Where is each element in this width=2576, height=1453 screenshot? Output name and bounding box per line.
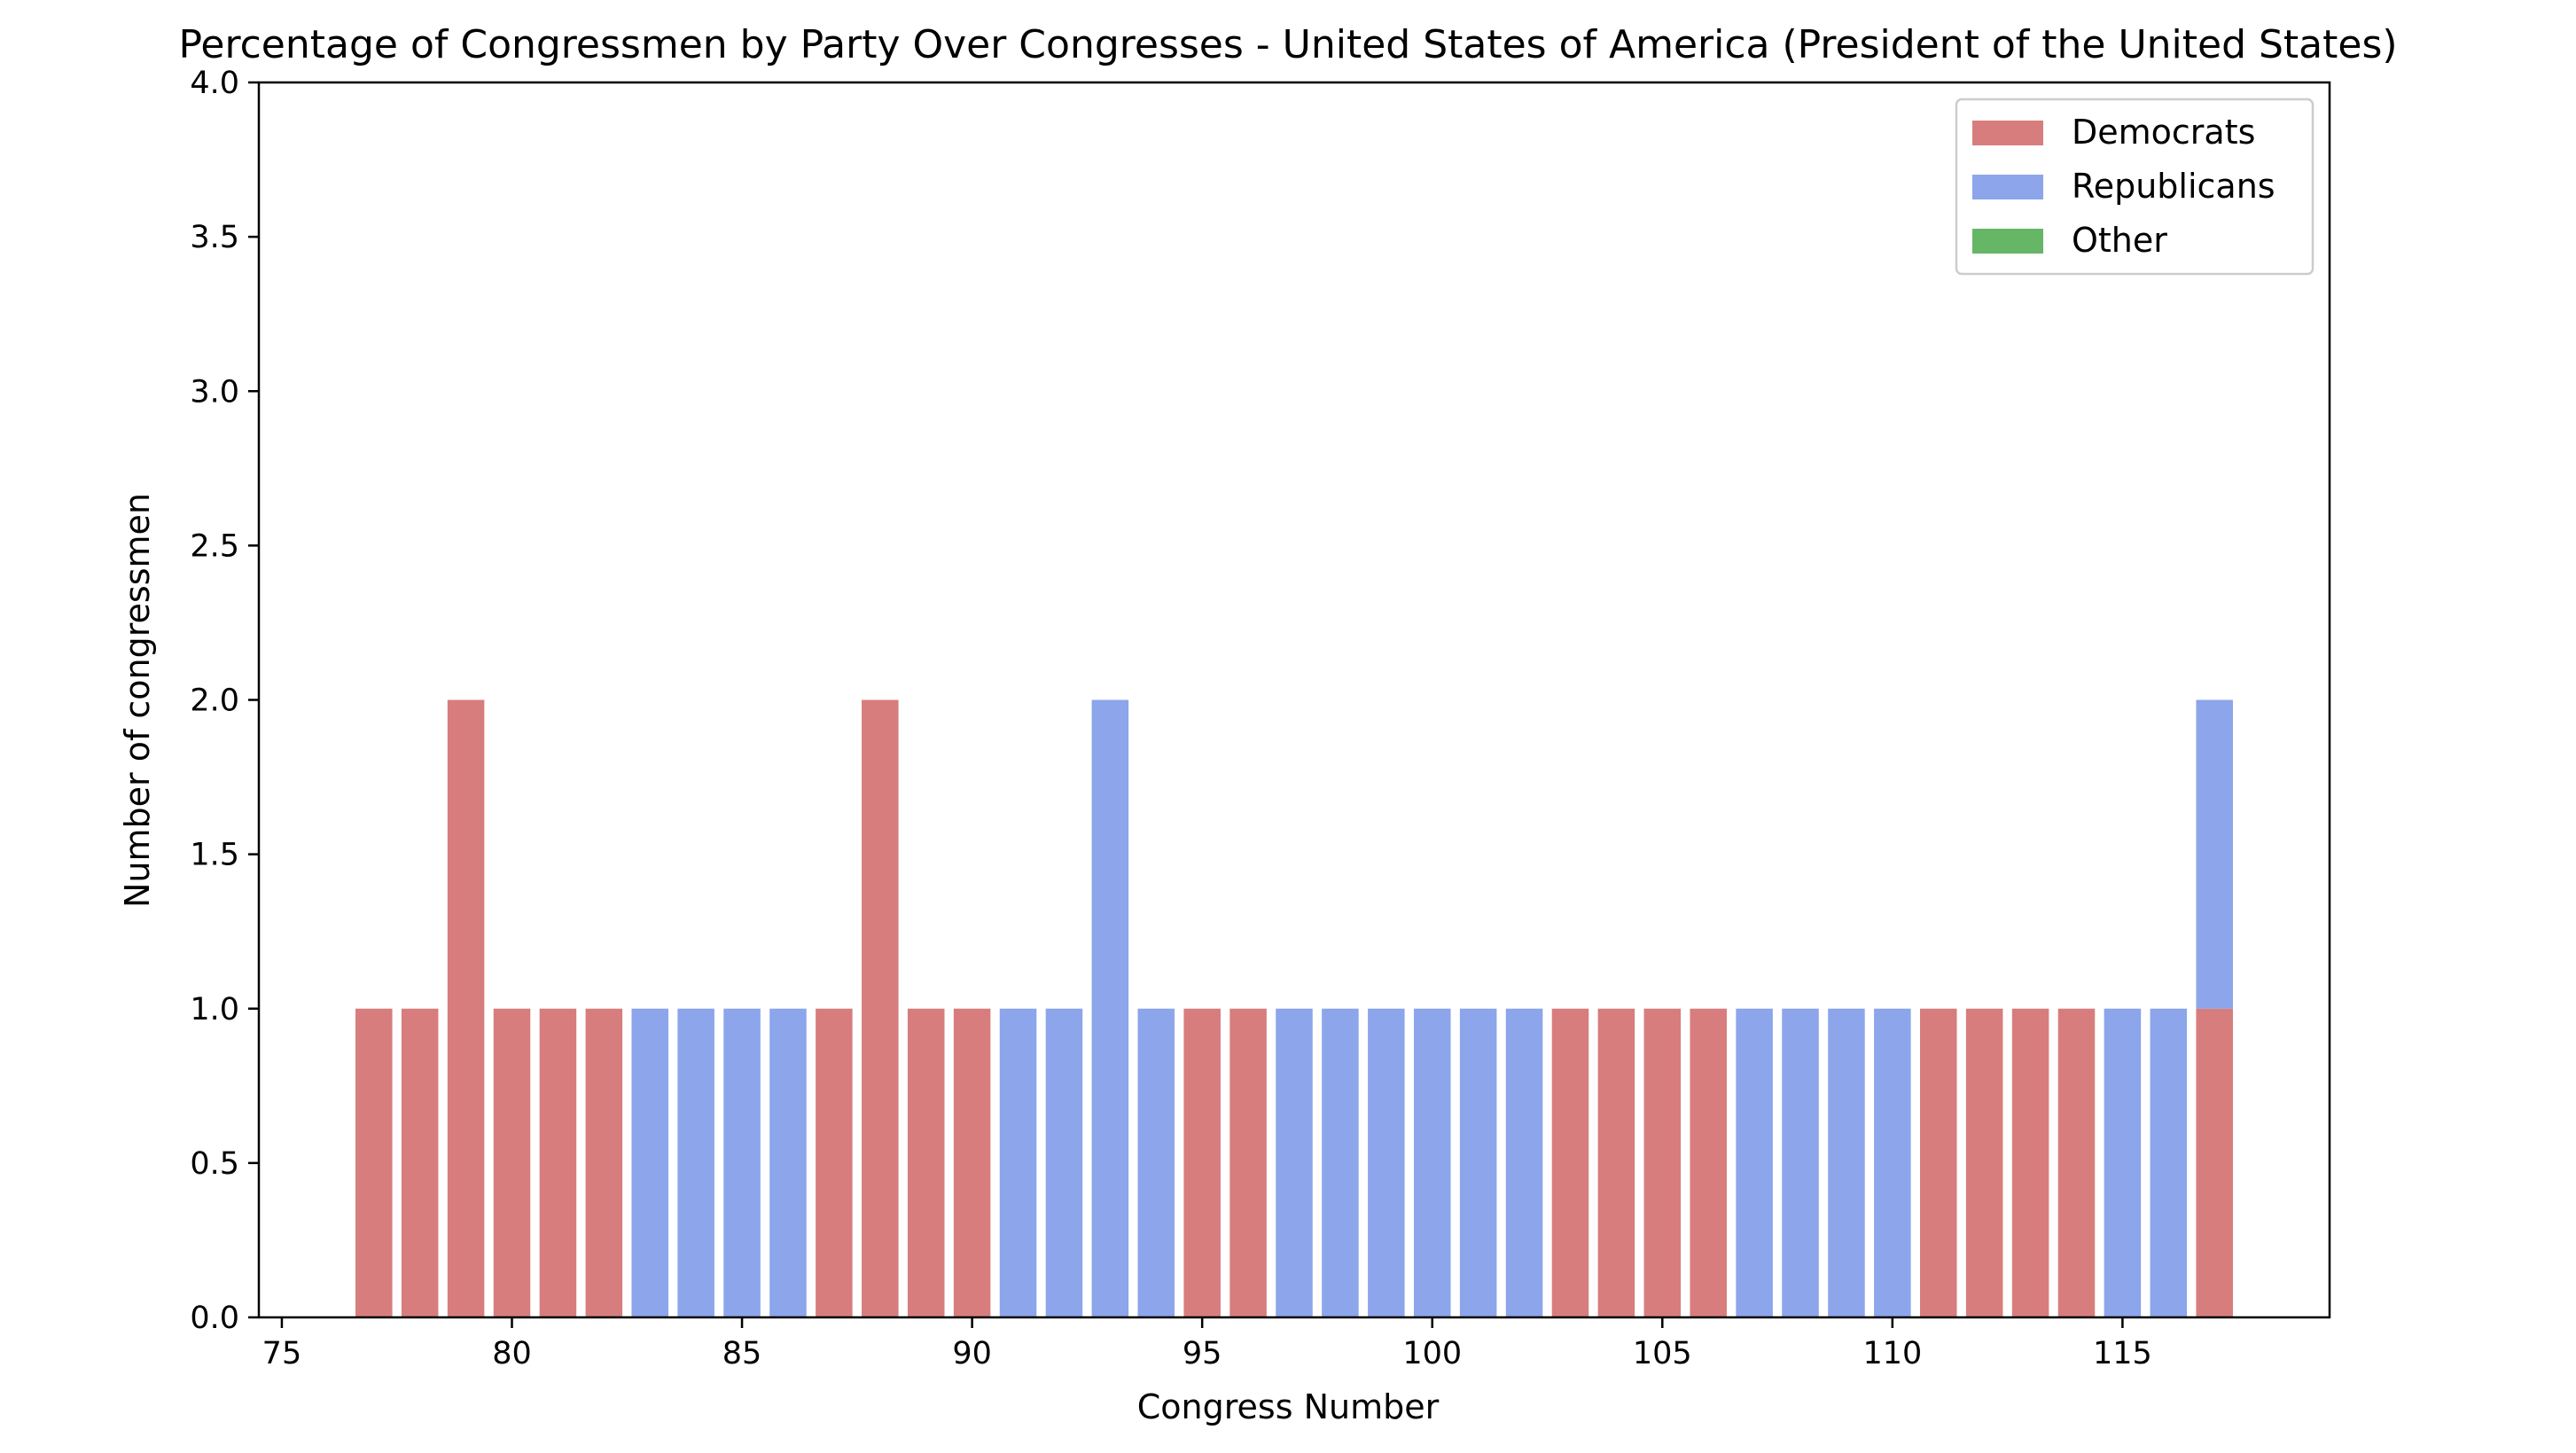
bar-democrats-96 xyxy=(1229,1008,1267,1317)
bar-republicans-101 xyxy=(1459,1008,1497,1317)
bar-republicans-110 xyxy=(1874,1008,1911,1317)
bar-republicans-109 xyxy=(1828,1008,1865,1317)
bar-republicans-84 xyxy=(677,1008,714,1317)
axes-layer: 75 80 85 90 95 100 105 110 115 0.0 0.5 1.0 1.5 2.0 2.5… xyxy=(190,66,2331,1371)
legend-label-other: Other xyxy=(2072,221,2167,260)
bar-republicans-93 xyxy=(1091,699,1129,1317)
bar-democrats-111 xyxy=(1919,1008,1957,1317)
x-tick-label-95: 95 xyxy=(1183,1336,1222,1371)
bar-democrats-104 xyxy=(1597,1008,1635,1317)
x-axis-label: Congress Number xyxy=(1137,1387,1440,1426)
y-tick-label-7: 3.5 xyxy=(190,220,239,255)
bar-republicans-116 xyxy=(2150,1008,2188,1317)
bar-democrats-87 xyxy=(816,1008,853,1317)
bar-republicans-92 xyxy=(1045,1008,1083,1317)
y-tick-label-6: 3.0 xyxy=(190,374,239,410)
bar-democrats-78 xyxy=(401,1008,439,1317)
legend-label-democrats: Democrats xyxy=(2072,113,2255,152)
x-tick-label-80: 80 xyxy=(492,1336,532,1371)
x-tick-label-85: 85 xyxy=(722,1336,762,1371)
bar-republicans-97 xyxy=(1276,1008,1313,1317)
y-tick-label-4: 2.0 xyxy=(190,684,239,719)
bar-democrats-88 xyxy=(862,699,899,1317)
y-tick-label-8: 4.0 xyxy=(190,66,239,101)
bar-republicans-98 xyxy=(1322,1008,1359,1317)
bar-democrats-117 xyxy=(2196,1008,2233,1317)
bar-republicans-86 xyxy=(769,1008,807,1317)
bar-republicans-94 xyxy=(1137,1008,1175,1317)
y-tick-label-0: 0.0 xyxy=(190,1301,239,1336)
bar-democrats-81 xyxy=(539,1008,577,1317)
bar-democrats-79 xyxy=(447,699,485,1317)
bar-democrats-77 xyxy=(355,1008,393,1317)
bar-republicans-117 xyxy=(2196,699,2233,1009)
x-tick-label-110: 110 xyxy=(1862,1336,1922,1371)
bar-republicans-102 xyxy=(1505,1008,1543,1317)
y-axis-label: Number of congressmen xyxy=(118,493,157,908)
x-tick-label-115: 115 xyxy=(2093,1336,2152,1371)
bar-republicans-85 xyxy=(723,1008,761,1317)
bar-democrats-106 xyxy=(1690,1008,1727,1317)
bar-republicans-83 xyxy=(631,1008,669,1317)
chart-title: Percentage of Congressmen by Party Over … xyxy=(178,22,2397,67)
bar-democrats-80 xyxy=(493,1008,531,1317)
bar-democrats-82 xyxy=(585,1008,623,1317)
bar-democrats-105 xyxy=(1643,1008,1682,1317)
bar-republicans-107 xyxy=(1736,1008,1773,1317)
bar-democrats-89 xyxy=(907,1008,945,1317)
bar-republicans-108 xyxy=(1782,1008,1819,1317)
x-tick-label-100: 100 xyxy=(1402,1336,1462,1371)
legend-box xyxy=(1955,98,2314,276)
bar-democrats-103 xyxy=(1551,1008,1589,1317)
bar-democrats-95 xyxy=(1183,1008,1221,1317)
bar-republicans-91 xyxy=(999,1008,1037,1317)
x-tick-label-90: 90 xyxy=(952,1336,992,1371)
bar-democrats-90 xyxy=(953,1008,991,1317)
y-tick-label-3: 1.5 xyxy=(190,838,239,873)
legend-swatch-republicans xyxy=(1972,175,2043,199)
y-tick-label-2: 1.0 xyxy=(190,992,239,1027)
legend-swatch-other xyxy=(1972,229,2043,254)
legend-swatch-democrats xyxy=(1972,121,2043,145)
bar-republicans-100 xyxy=(1413,1008,1451,1317)
y-tick-label-5: 2.5 xyxy=(190,528,239,564)
bar-democrats-112 xyxy=(1965,1008,2003,1317)
y-tick-label-1: 0.5 xyxy=(190,1146,239,1182)
x-tick-label-105: 105 xyxy=(1633,1336,1692,1371)
bar-democrats-114 xyxy=(2057,1008,2096,1317)
legend: Democrats Republicans Other xyxy=(1955,98,2314,276)
bar-republicans-99 xyxy=(1368,1008,1405,1317)
bar-democrats-113 xyxy=(2011,1008,2049,1317)
x-tick-label-75: 75 xyxy=(262,1336,302,1371)
legend-label-republicans: Republicans xyxy=(2072,167,2275,206)
bar-republicans-115 xyxy=(2104,1008,2142,1317)
bars-layer xyxy=(355,699,2233,1317)
